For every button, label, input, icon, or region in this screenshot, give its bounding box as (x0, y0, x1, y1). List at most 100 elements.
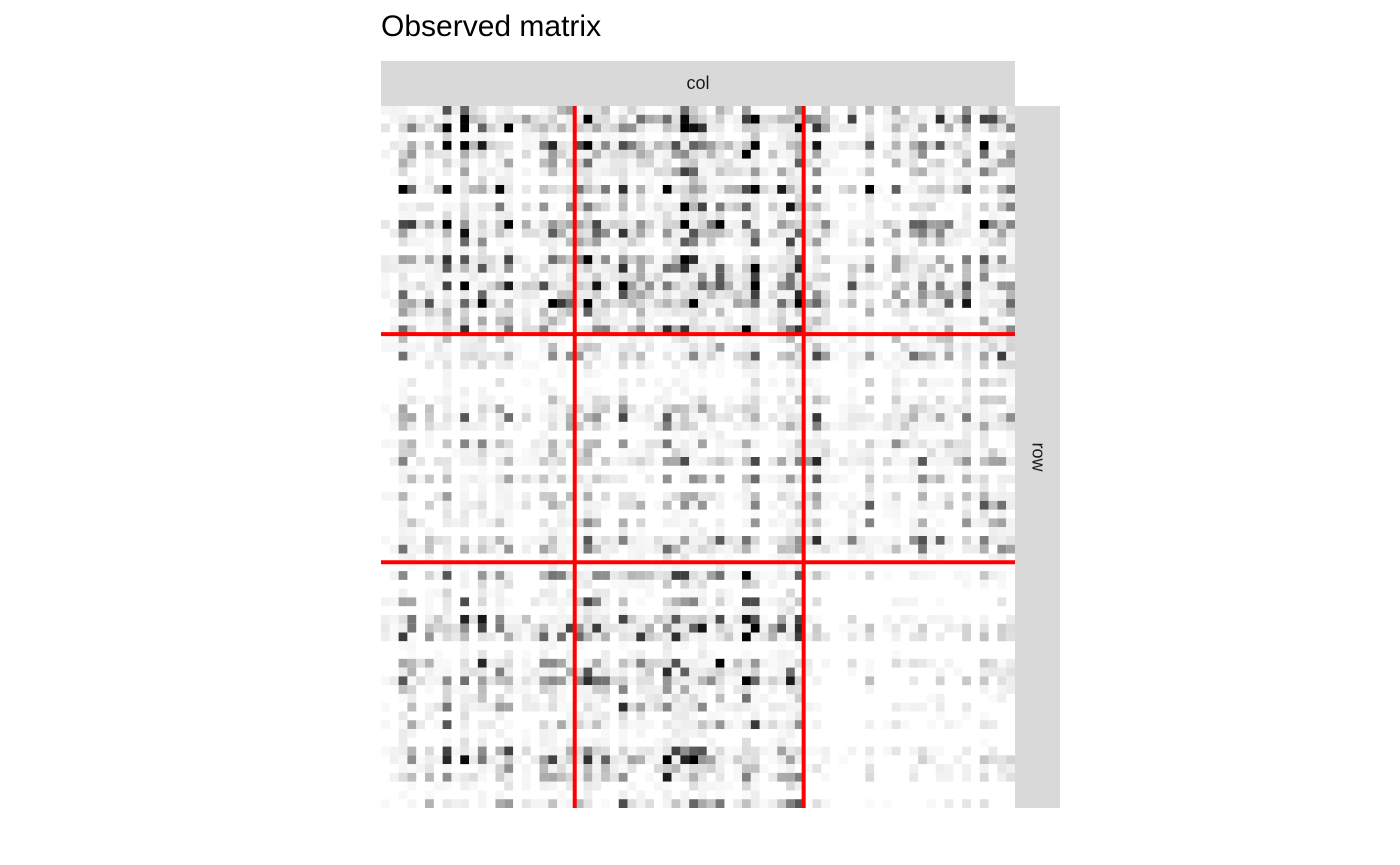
heatmap-cell (812, 430, 822, 440)
heatmap-cell (477, 299, 487, 308)
heatmap-cell (565, 702, 575, 712)
heatmap-cell (786, 290, 795, 300)
heatmap-cell (698, 220, 707, 229)
heatmap-cell (469, 220, 478, 229)
heatmap-cell (909, 141, 919, 150)
heatmap-cell (539, 737, 549, 747)
heatmap-cell (671, 342, 681, 352)
heatmap-cell (909, 149, 919, 159)
heatmap-cell (486, 720, 496, 730)
heatmap-cell (979, 299, 989, 308)
heatmap-cell (442, 290, 452, 300)
heatmap-cell (609, 772, 619, 782)
heatmap-cell (786, 342, 795, 352)
heatmap-cell (786, 272, 795, 282)
heatmap-cell (636, 149, 646, 159)
heatmap-cell (451, 746, 461, 756)
heatmap-cell (900, 658, 910, 668)
heatmap-cell (715, 535, 725, 545)
heatmap-cell (504, 342, 514, 352)
heatmap-cell (944, 614, 954, 624)
heatmap-cell (909, 702, 919, 712)
heatmap-cell (698, 571, 707, 580)
heatmap-cell (407, 764, 417, 773)
heatmap-cell (786, 360, 795, 370)
heatmap-cell (891, 378, 901, 387)
heatmap-cell (715, 114, 725, 124)
heatmap-cell (539, 764, 549, 773)
heatmap-cell (786, 711, 795, 721)
heatmap-cell (504, 351, 514, 361)
heatmap-cell (601, 158, 610, 168)
heatmap-cell (653, 421, 663, 431)
heatmap-cell (891, 237, 901, 247)
heatmap-cell (592, 658, 602, 668)
heatmap-cell (583, 667, 593, 677)
heatmap-cell (477, 255, 487, 264)
heatmap-cell (407, 527, 417, 536)
heatmap-cell (847, 263, 857, 273)
heatmap-cell (742, 614, 751, 624)
heatmap-cell (706, 658, 716, 668)
heatmap-cell (838, 281, 848, 291)
heatmap-cell (689, 448, 698, 458)
heatmap-cell (786, 544, 795, 554)
heatmap-cell (812, 421, 822, 431)
heatmap-cell (926, 421, 936, 431)
heatmap-cell (662, 535, 672, 545)
heatmap-cell (812, 571, 822, 580)
heatmap-cell (662, 386, 672, 396)
heatmap-cell (733, 263, 743, 273)
heatmap-cell (830, 114, 839, 124)
heatmap-cell (777, 395, 787, 405)
heatmap-cell (742, 720, 751, 730)
heatmap-cell (891, 474, 901, 484)
heatmap-cell (733, 281, 743, 291)
heatmap-cell (962, 500, 971, 510)
heatmap-cell (750, 220, 760, 229)
heatmap-cell (539, 439, 549, 449)
heatmap-cell (865, 132, 875, 142)
heatmap-cell (1006, 325, 1015, 335)
heatmap-cell (671, 667, 681, 677)
heatmap-cell (909, 518, 919, 528)
heatmap-cell (389, 676, 399, 686)
heatmap-cell (583, 579, 593, 589)
heatmap-cell (777, 746, 787, 756)
heatmap-cell (495, 579, 505, 589)
heatmap-cell (786, 369, 795, 379)
heatmap-cell (953, 123, 963, 133)
heatmap-cell (548, 474, 558, 484)
heatmap-cell (689, 395, 698, 405)
heatmap-cell (724, 272, 734, 282)
heatmap-cell (918, 290, 927, 300)
heatmap-cell (786, 799, 795, 808)
heatmap-cell (777, 667, 787, 677)
heatmap-cell (477, 737, 487, 747)
heatmap-cell (601, 184, 610, 194)
heatmap-cell (865, 518, 875, 528)
heatmap-cell (416, 658, 426, 668)
heatmap-cell (398, 211, 408, 221)
heatmap-cell (495, 325, 505, 335)
heatmap-cell (565, 614, 575, 624)
heatmap-cell (821, 272, 831, 282)
heatmap-cell (521, 658, 531, 668)
heatmap-cell (865, 500, 875, 510)
heatmap-cell (627, 114, 637, 124)
heatmap-cell (724, 667, 734, 677)
heatmap-cell (583, 746, 593, 756)
heatmap-cell (777, 132, 787, 142)
heatmap-cell (891, 307, 901, 317)
heatmap-cell (794, 132, 804, 142)
heatmap-cell (997, 106, 1007, 115)
heatmap-cell (645, 114, 654, 124)
heatmap-cell (979, 421, 989, 431)
heatmap-cell (953, 448, 963, 458)
heatmap-cell (777, 764, 787, 773)
heatmap-cell (645, 799, 654, 808)
heatmap-cell (433, 492, 443, 501)
heatmap-cell (962, 325, 971, 335)
heatmap-cell (944, 658, 954, 668)
heatmap-cell (398, 202, 408, 212)
